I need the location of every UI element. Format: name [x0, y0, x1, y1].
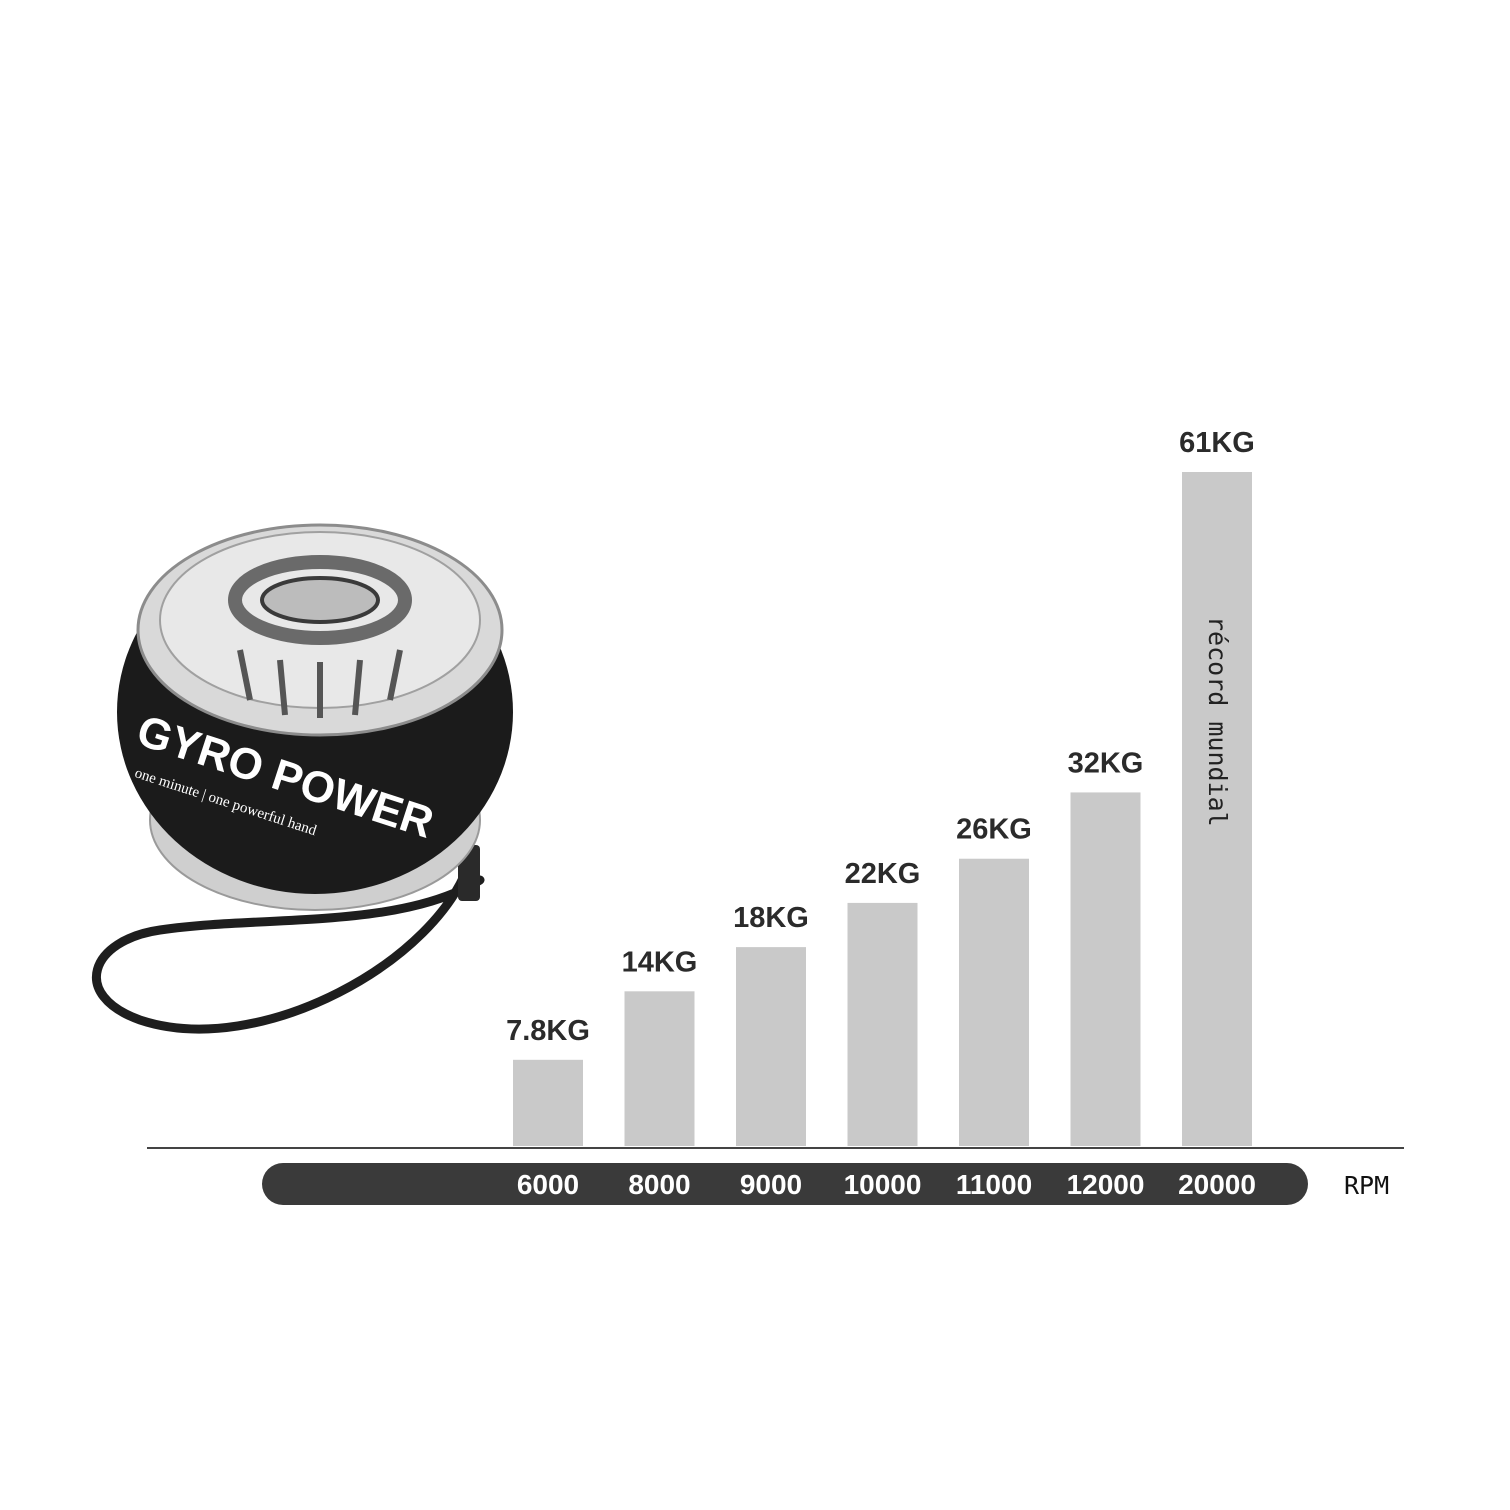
bars-group — [513, 472, 1252, 1146]
data-label-8000: 14KG — [622, 946, 698, 978]
bar-6000 — [513, 1059, 583, 1146]
data-labels-group: 7.8KG 14KG 18KG 22KG 26KG 32KG 61KG — [506, 427, 1255, 1047]
bar-12000 — [1070, 792, 1141, 1146]
x-tick-label-8000: 8000 — [628, 1169, 690, 1200]
x-axis-unit-label: RPM — [1344, 1171, 1389, 1200]
x-axis-band — [262, 1163, 1308, 1205]
x-tick-label-10000: 10000 — [844, 1169, 922, 1200]
x-tick-label-6000: 6000 — [517, 1169, 579, 1200]
x-tick-label-12000: 12000 — [1067, 1169, 1145, 1200]
data-label-9000: 18KG — [733, 902, 809, 934]
x-tick-labels-group: 6000 8000 9000 10000 11000 12000 20000 — [517, 1169, 1256, 1200]
bar-11000 — [959, 858, 1029, 1146]
gyro-ball-icon: GYRO POWER one minute | one powerful han… — [92, 523, 513, 1034]
bar-9000 — [736, 947, 806, 1146]
data-label-11000: 26KG — [956, 814, 1032, 846]
data-label-12000: 32KG — [1068, 747, 1144, 779]
bar-20000 — [1182, 472, 1252, 1146]
data-label-20000: 61KG — [1179, 427, 1255, 459]
x-tick-label-20000: 20000 — [1178, 1169, 1256, 1200]
data-label-6000: 7.8KG — [506, 1015, 590, 1047]
bar-10000 — [847, 902, 918, 1146]
bar-8000 — [624, 991, 695, 1146]
record-annotation: récord mundial — [1203, 616, 1232, 827]
x-tick-label-11000: 11000 — [956, 1169, 1032, 1200]
x-tick-label-9000: 9000 — [740, 1169, 802, 1200]
data-label-10000: 22KG — [845, 858, 921, 890]
